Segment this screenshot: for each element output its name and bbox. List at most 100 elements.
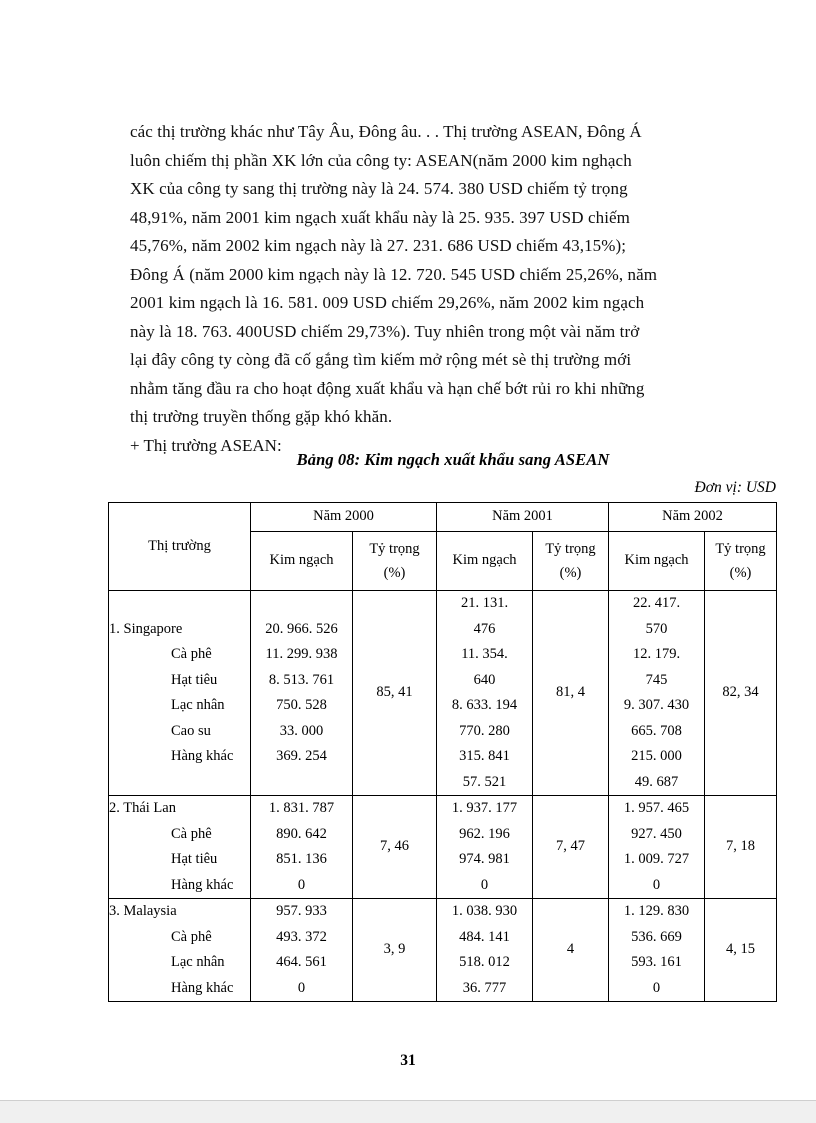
row-amount-cell-2001: 1. 937. 177 962. 196 974. 981 0: [436, 795, 533, 899]
row-amount-cell-2000: 1. 831. 787 890. 642 851. 136 0: [250, 795, 353, 899]
row-amount-cell-2002: 22. 417. 570 12. 179. 745 9. 307. 430 665. 70…: [608, 590, 705, 796]
paragraph-line: 45,76%, năm 2002 kim ngạch này là 27. 23…: [130, 232, 730, 261]
amount-value: 927. 450: [631, 825, 682, 842]
body-text-block: các thị trường khác như Tây Âu, Đông âu.…: [130, 118, 730, 460]
line-text: Đông Á (năm 2000 kim ngạch này là 12. 72…: [130, 264, 658, 284]
amount-value: 640: [473, 671, 496, 688]
amount-value: 962. 196: [459, 825, 510, 842]
line-text: lại đây công ty còng đã cố gắng tìm kiếm…: [130, 350, 632, 369]
row-commodity-label: Hàng khác: [171, 748, 234, 764]
table-caption: Bảng 08: Kim ngạch xuất khẩu sang ASEAN: [296, 450, 610, 469]
paragraph-line: các thị trường khác như Tây Âu, Đông âu.…: [130, 118, 730, 147]
amount-value: 21. 131.: [460, 595, 509, 611]
amount-value: 0: [480, 876, 489, 893]
amount-value: 476: [473, 620, 496, 637]
row-market-cell: 1. Singapore Cà phê Hạt tiêu Lạc nhân Cao su…: [108, 590, 251, 796]
table-header-row-subcolumns: Kim ngạch Tỷ trọng (%) Kim ngạch Tỷ trọn…: [109, 531, 777, 591]
amount-value: 315. 841: [459, 748, 510, 764]
amount-value: 1. 129. 830: [623, 903, 690, 919]
amount-value: 750. 528: [276, 697, 327, 713]
table-unit-note: Đơn vị: USD: [694, 479, 776, 496]
row-amount-cell-2001: 21. 131. 476 11. 354. 640 8. 633. 194 770. 28…: [436, 590, 533, 796]
paragraph-line: luôn chiếm thị phần XK lớn của công ty: …: [130, 147, 730, 176]
amount-value: 11. 299. 938: [265, 646, 338, 662]
amount-value: 665. 708: [631, 722, 682, 739]
row-amount-cell-2001: 1. 038. 930 484. 141 518. 012 36. 777: [436, 898, 533, 1002]
amount-value: 0: [297, 876, 306, 893]
row-amount-cell-2002: 1. 129. 830 536. 669 593. 161 0: [608, 898, 705, 1002]
line-text: 45,76%, năm 2002 kim ngạch này là 27. 23…: [130, 236, 627, 255]
line-text: 2001 kim ngạch là 16. 581. 009 USD chiếm…: [130, 293, 645, 312]
table-row: 3. Malaysia Cà phê Lạc nhân Hàng khác 957. 9…: [108, 898, 777, 1002]
page-bottom-strip: [0, 1100, 816, 1123]
header-share-unit: (%): [383, 565, 406, 581]
amount-value: 493. 372: [276, 928, 327, 945]
row-market-name: 2. Thái Lan: [109, 800, 176, 816]
row-share-cell-2002: 82, 34: [704, 590, 777, 796]
row-share-cell-2001: 4: [532, 898, 609, 1002]
amount-value: 369. 254: [276, 748, 327, 764]
amount-value: 1. 038. 930: [451, 903, 518, 919]
row-commodity-label: Hạt tiêu: [171, 671, 218, 688]
table-row: 2. Thái Lan Cà phê Hạt tiêu Hàng khác 1. 831…: [108, 795, 777, 899]
amount-value: 0: [652, 876, 661, 893]
line-text: các thị trường khác như Tây Âu, Đông âu.…: [130, 122, 642, 141]
paragraph-line: này là 18. 763. 400USD chiếm 29,73%). Tu…: [130, 318, 730, 347]
amount-value: 464. 561: [276, 954, 327, 970]
header-share-label: Tỷ trọng: [715, 541, 766, 557]
amount-value: 593. 161: [631, 954, 682, 970]
export-table-wrapper: Thị trường Năm 2000 Năm 2001 Năm 2002 Ki…: [108, 502, 777, 1002]
line-text: luôn chiếm thị phần XK lớn của công ty: …: [130, 150, 632, 170]
amount-value: 745: [645, 671, 668, 688]
row-share-cell-2000: 3, 9: [352, 898, 437, 1002]
line-text: XK của công ty sang thị trường này là 24…: [130, 179, 628, 198]
header-market: Thị trường: [108, 502, 251, 591]
amount-value: 1. 957. 465: [623, 800, 690, 816]
row-commodity-label: Hàng khác: [171, 979, 234, 996]
page-number: 31: [400, 1052, 416, 1069]
amount-value: 890. 642: [276, 825, 327, 842]
row-market-cell: 3. Malaysia Cà phê Lạc nhân Hàng khác: [108, 898, 251, 1002]
amount-value: 36. 777: [462, 979, 507, 996]
header-share-unit: (%): [559, 565, 582, 581]
row-market-name: 3. Malaysia: [109, 903, 177, 919]
paragraph-line: nhằm tăng đầu ra cho hoạt động xuất khẩu…: [130, 375, 730, 404]
amount-value: 770. 280: [459, 722, 510, 739]
header-year-2001: Năm 2001: [436, 502, 609, 532]
header-share-2002: Tỷ trọng (%): [704, 531, 777, 591]
line-text: này là 18. 763. 400USD chiếm 29,73%). Tu…: [130, 321, 640, 341]
amount-value: 49. 687: [634, 773, 679, 790]
row-commodity-label: Cà phê: [171, 646, 212, 662]
amount-value: 0: [652, 979, 661, 996]
row-market-name: 1. Singapore: [109, 620, 183, 637]
row-market-cell: 2. Thái Lan Cà phê Hạt tiêu Hàng khác: [108, 795, 251, 899]
row-amount-cell-2002: 1. 957. 465 927. 450 1. 009. 727 0: [608, 795, 705, 899]
row-share-cell-2000: 7, 46: [352, 795, 437, 899]
page-canvas: các thị trường khác như Tây Âu, Đông âu.…: [108, 118, 777, 1069]
header-share-unit: (%): [729, 565, 752, 581]
row-commodity-label: Cao su: [171, 722, 211, 739]
header-amount-2002: Kim ngạch: [608, 531, 705, 591]
row-commodity-label: Cà phê: [171, 928, 212, 945]
row-commodity-label: Lạc nhân: [171, 697, 225, 713]
amount-value: 57. 521: [462, 773, 507, 790]
paragraph-line: 2001 kim ngạch là 16. 581. 009 USD chiếm…: [130, 289, 730, 318]
table-row: 1. Singapore Cà phê Hạt tiêu Lạc nhân Cao su…: [108, 590, 777, 796]
amount-value: 9. 307. 430: [623, 697, 690, 713]
header-year-2002: Năm 2002: [608, 502, 777, 532]
amount-value: 20. 966. 526: [265, 620, 338, 637]
amount-value: 215. 000: [631, 748, 682, 764]
amount-value: 8. 513. 761: [268, 671, 335, 688]
amount-value: 33. 000: [279, 722, 324, 739]
paragraph-line: lại đây công ty còng đã cố gắng tìm kiếm…: [130, 346, 730, 375]
row-commodity-label: Hạt tiêu: [171, 851, 218, 867]
amount-value: 957. 933: [276, 903, 327, 919]
row-amount-cell-2000: 20. 966. 526 11. 299. 938 8. 513. 761 750. …: [250, 590, 353, 796]
amount-value: 0: [297, 979, 306, 996]
row-share-cell-2002: 4, 15: [704, 898, 777, 1002]
amount-value: 536. 669: [631, 928, 682, 945]
amount-value: 11. 354.: [461, 646, 508, 662]
header-share-2000: Tỷ trọng (%): [352, 531, 437, 591]
amount-value: 484. 141: [459, 928, 510, 945]
